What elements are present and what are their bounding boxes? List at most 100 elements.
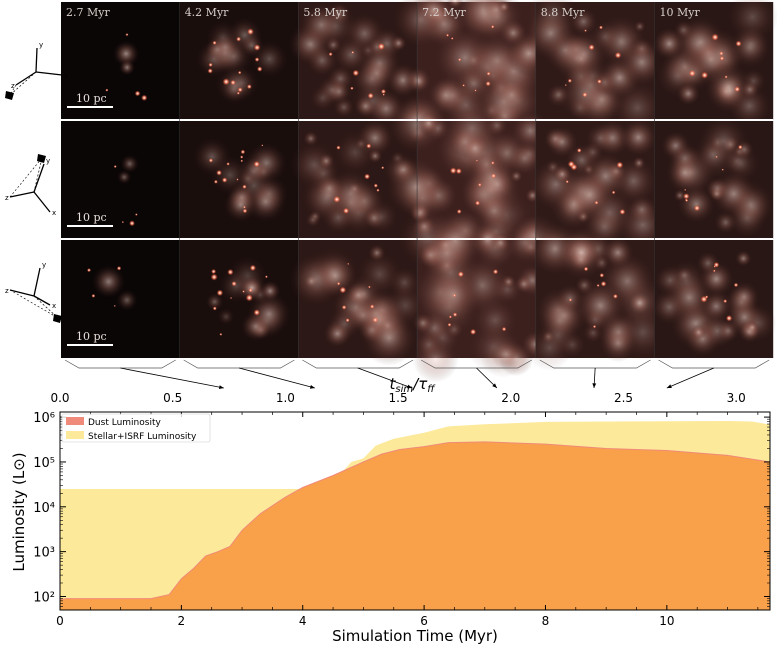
gas-cloud [495,78,529,112]
star-point [216,289,224,297]
star-point [719,56,725,61]
top-axis-tick-label: 0.5 [163,391,182,405]
gas-cloud [303,170,354,221]
star-point [492,269,499,275]
simulation-panel: 10 pc [61,240,180,358]
star-point [367,92,374,99]
star-point [265,275,268,279]
star-point [450,37,454,40]
star-point [491,173,497,179]
star-point [352,69,359,77]
star-point [683,193,690,200]
star-point [486,71,491,76]
star-point [105,88,109,92]
simulation-panel: 10 pc [61,121,180,239]
star-point [685,199,689,202]
star-point [725,315,733,322]
star-point [738,144,743,150]
star-point [113,304,116,307]
gas-cloud [247,292,291,336]
star-point [475,159,478,162]
gas-cloud [674,15,727,69]
gas-cloud [368,243,386,262]
star-point [372,317,379,323]
axis-arrow [33,295,51,306]
legend: Dust Luminosity Stellar+ISRF Luminosity [61,413,211,443]
star-point [248,288,253,293]
simulation-panel [526,221,672,371]
gas-cloud [302,130,319,147]
scale-label: 10 pc [76,92,107,105]
gas-cloud [571,65,611,105]
gas-cloud [564,235,599,270]
star-point [568,298,573,302]
gas-cloud [574,279,627,332]
star-point [242,208,248,214]
star-point [705,295,709,299]
legend-swatch-stellar [66,431,84,439]
star-point [230,79,236,86]
gas-cloud [542,27,588,73]
star-point [723,299,728,304]
star-point [470,328,477,335]
star-point [474,89,477,92]
gas-cloud [703,62,753,112]
star-point [116,266,122,271]
gas-cloud [617,37,667,87]
star-point [380,89,386,95]
gas-cloud [727,180,775,228]
star-point [87,268,92,273]
star-point [231,281,237,287]
star-point [599,272,605,278]
gas-cloud [120,154,139,173]
y-tick-label: 10⁴ [33,501,55,516]
gas-cloud [217,308,235,325]
gas-cloud [677,185,716,224]
star-point [339,286,347,294]
panel-bracket [658,359,770,369]
star-point [613,293,618,299]
star-point [616,161,624,169]
gas-cloud [332,35,371,74]
star-point [253,44,261,51]
gas-cloud [471,296,520,345]
gas-cloud [92,265,125,298]
star-point [734,86,741,93]
star-point [246,84,252,90]
camera-icon [5,91,14,100]
gas-cloud [549,84,569,105]
star-point [243,205,246,209]
star-point [724,75,728,79]
star-point [210,273,218,281]
star-point [212,306,217,311]
star-point [213,179,218,184]
axis-letter: z [11,82,15,90]
top-axis-tick-label: 0.0 [50,391,69,405]
panel-grid: 2.7 Myr 10 pc 4.2 Myr 5.8 Myr 7.2 Myr 8.8 Myr… [61,0,777,383]
star-point [701,71,709,79]
gas-cloud [116,289,138,311]
panel-bracket [64,359,176,369]
star-point [377,43,385,50]
scale-label: 10 pc [76,211,107,224]
gas-cloud [113,40,140,67]
star-point [134,90,141,97]
gas-cloud [732,144,747,159]
star-point [347,262,350,265]
simulation-panel: 2.7 Myr 10 pc [61,2,180,120]
gas-cloud [117,170,132,185]
time-pointer [666,367,715,389]
star-point [452,312,458,317]
star-point [226,162,230,166]
gas-cloud [489,232,512,254]
star-point [455,168,462,175]
camera-icon [53,314,62,323]
gas-cloud [697,138,729,170]
panel-time-label: 4.2 Myr [185,6,229,19]
y-tick-label: 10⁵ [33,456,55,471]
gas-cloud [238,169,258,189]
star-point [462,84,465,87]
time-pointer-arrowhead [666,384,672,388]
star-point [565,180,569,184]
time-pointer-arrowhead [406,384,412,389]
